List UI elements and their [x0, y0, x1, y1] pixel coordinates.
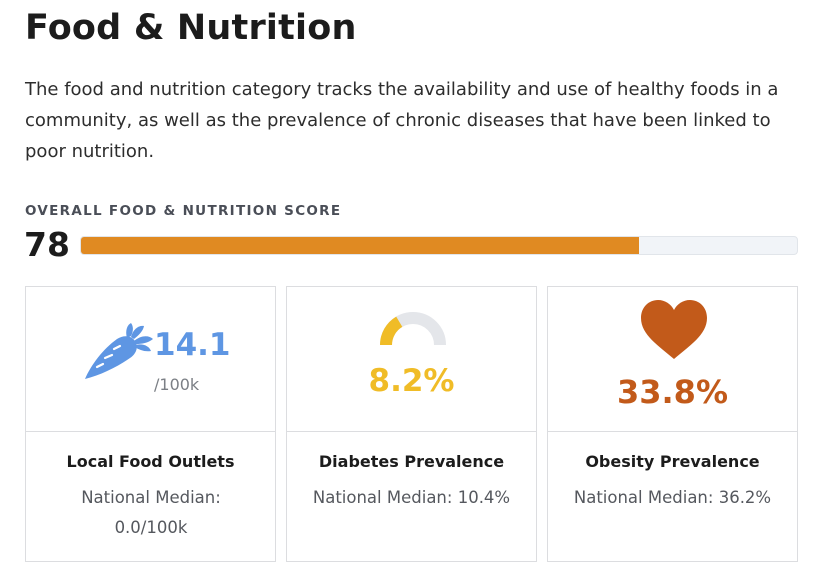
metric-card-local-food-outlets: 14.1 /100k Local Food Outlets National M… — [25, 286, 276, 562]
score-progress-bar — [80, 236, 798, 255]
metric-card-visual: 14.1 /100k — [26, 287, 275, 432]
gauge-fill — [380, 316, 403, 346]
metric-card-visual: 8.2% — [287, 287, 536, 432]
page-title: Food & Nutrition — [25, 8, 357, 48]
metric-value: 33.8% — [616, 373, 728, 411]
national-median: National Median: 10.4% — [312, 488, 511, 507]
heart-icon — [641, 300, 707, 359]
metric-value: 8.2% — [368, 363, 455, 399]
score-progress-fill — [81, 237, 640, 254]
metric-card-obesity-prevalence: 33.8% Obesity Prevalence National Median… — [547, 286, 798, 562]
metric-unit: /100k — [154, 375, 200, 394]
metric-card-diabetes-prevalence: 8.2% Diabetes Prevalence National Median… — [286, 286, 537, 562]
score-value: 78 — [24, 225, 70, 264]
score-label: OVERALL FOOD & NUTRITION SCORE — [25, 203, 342, 219]
national-median: National Median: 0.0/100k — [81, 488, 221, 537]
metric-value: 14.1 — [154, 327, 231, 363]
metric-name: Diabetes Prevalence — [318, 452, 505, 471]
metric-card-visual: 33.8% — [548, 287, 797, 432]
metric-name: Local Food Outlets — [66, 452, 235, 471]
national-median: National Median: 36.2% — [573, 488, 772, 507]
gauge-icon — [380, 312, 446, 346]
carrot-icon — [85, 323, 153, 379]
page-description: The food and nutrition category tracks t… — [25, 79, 779, 162]
metric-name: Obesity Prevalence — [585, 452, 760, 471]
